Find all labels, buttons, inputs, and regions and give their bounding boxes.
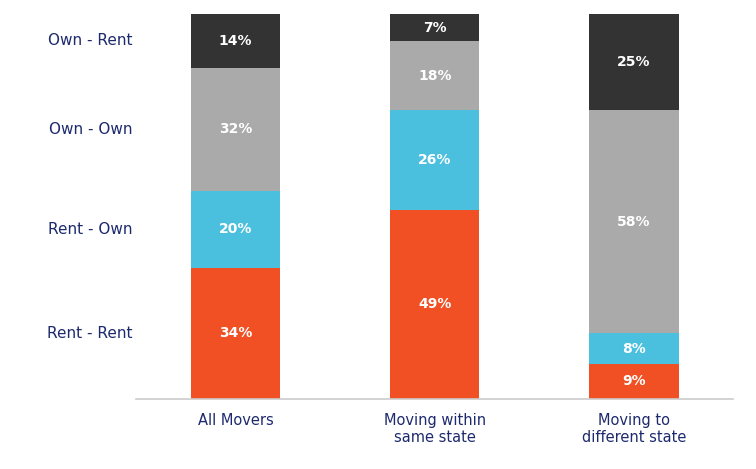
Text: 20%: 20% — [219, 222, 253, 236]
Bar — [191, 268, 280, 399]
Text: 34%: 34% — [219, 326, 253, 340]
Bar — [589, 14, 679, 110]
Text: 14%: 14% — [219, 34, 253, 48]
Text: 25%: 25% — [617, 55, 650, 69]
Text: Rent - Own: Rent - Own — [48, 222, 132, 237]
Text: Rent - Rent: Rent - Rent — [47, 326, 132, 341]
Bar — [390, 41, 479, 110]
Text: 32%: 32% — [219, 122, 253, 136]
Text: 9%: 9% — [622, 374, 646, 388]
Text: 7%: 7% — [423, 21, 447, 35]
Bar — [191, 191, 280, 268]
Bar — [589, 110, 679, 333]
Text: Own - Own: Own - Own — [48, 122, 132, 137]
Bar — [390, 210, 479, 399]
Text: Own - Rent: Own - Rent — [48, 33, 132, 48]
Text: 18%: 18% — [418, 68, 451, 83]
Bar — [191, 68, 280, 191]
Bar — [390, 110, 479, 210]
Bar — [191, 14, 280, 68]
Text: 8%: 8% — [622, 341, 646, 356]
Bar — [589, 364, 679, 399]
Bar — [589, 333, 679, 364]
Text: 26%: 26% — [418, 153, 451, 167]
Text: 58%: 58% — [617, 215, 650, 229]
Bar — [390, 14, 479, 41]
Text: 49%: 49% — [418, 297, 451, 311]
